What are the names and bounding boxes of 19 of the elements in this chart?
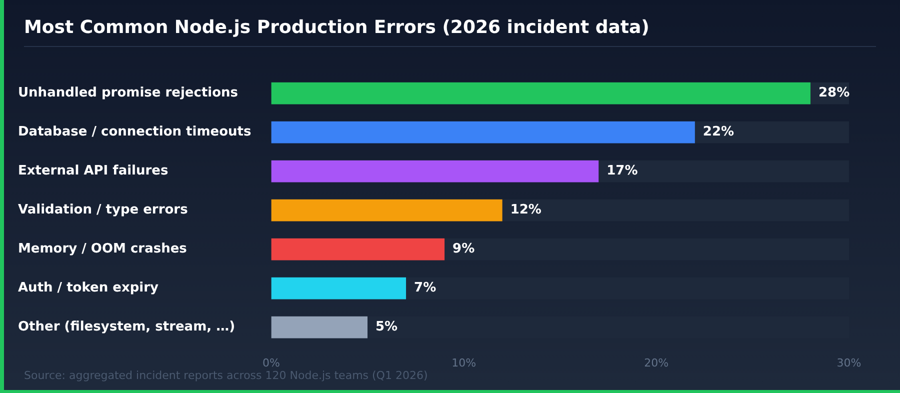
data-label: 22% (702, 124, 734, 140)
data-label: 12% (510, 202, 542, 218)
x-tick-label: 20% (644, 356, 669, 370)
data-label: 17% (606, 164, 638, 179)
y-tick-label: Other (filesystem, stream, …) (18, 320, 236, 335)
y-tick-label: Auth / token expiry (18, 280, 159, 296)
y-tick-label: Unhandled promise rejections (18, 86, 238, 101)
data-label: 9% (452, 242, 475, 257)
y-tick-label: Memory / OOM crashes (18, 242, 188, 257)
x-tick-label: 30% (836, 356, 862, 370)
data-label: 7% (414, 280, 436, 296)
y-tick-label: External API failures (18, 164, 168, 179)
data-label: 28% (818, 86, 850, 101)
data-label: 5% (376, 320, 398, 335)
chart-title: Most Common Node.js Production Errors (2026 incident data) (24, 17, 650, 38)
y-tick-label: Database / connection timeouts (18, 124, 252, 140)
y-tick-label: Validation / type errors (18, 202, 188, 218)
x-tick-label: 10% (452, 356, 476, 370)
x-tick-label: 0% (262, 356, 280, 370)
